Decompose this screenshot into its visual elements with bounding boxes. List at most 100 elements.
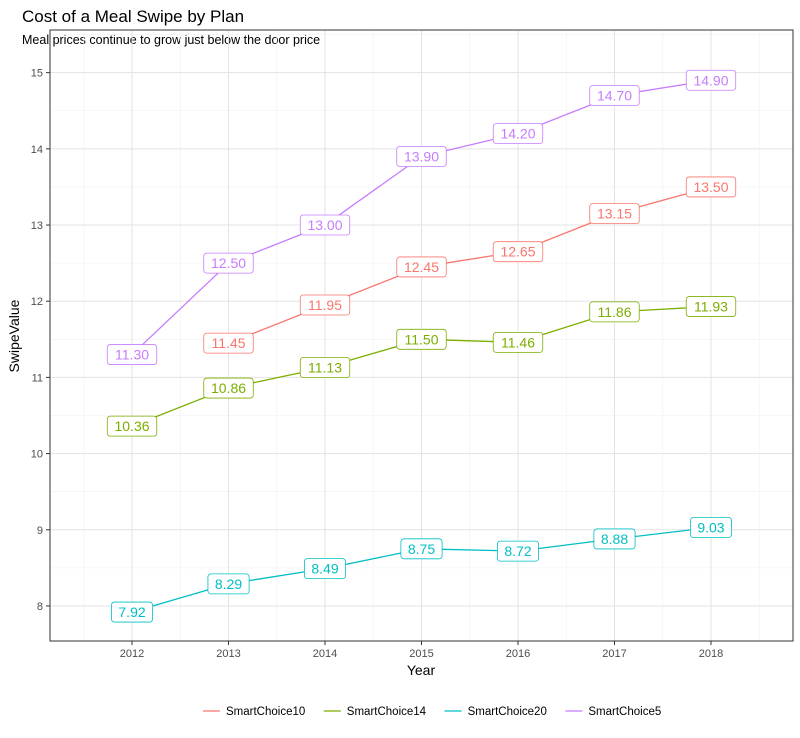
data-label-box <box>106 415 158 437</box>
data-label-box <box>207 573 250 595</box>
data-label-box <box>492 331 544 353</box>
data-label: 7.92 <box>111 601 154 623</box>
data-label: 8.75 <box>400 538 443 560</box>
data-label: 11.45 <box>203 332 254 354</box>
data-label: 11.93 <box>685 296 737 317</box>
x-axis-label: Year <box>407 662 436 678</box>
data-label: 9.03 <box>689 517 732 538</box>
data-label: 13.90 <box>396 146 447 167</box>
legend-item-smartchoice20: SmartChoice20 <box>444 706 547 718</box>
y-tick-label: 10 <box>31 449 43 461</box>
data-label-text: 12.50 <box>211 255 246 271</box>
y-tick-label: 11 <box>32 372 43 384</box>
data-label-text: 14.20 <box>500 126 535 142</box>
data-label-text: 12.65 <box>500 244 535 260</box>
data-label: 8.49 <box>304 558 347 580</box>
data-label-text: 10.36 <box>114 418 149 434</box>
data-label-text: 11.95 <box>308 297 342 313</box>
data-label-text: 8.29 <box>215 576 242 592</box>
data-label-box <box>589 301 640 323</box>
data-label-box <box>396 328 447 350</box>
data-label-text: 10.86 <box>211 380 246 396</box>
data-label-box <box>299 214 351 236</box>
y-tick-label: 15 <box>31 68 43 80</box>
data-label: 13.50 <box>685 176 737 198</box>
data-label-box <box>400 538 443 560</box>
data-label-box <box>685 296 737 317</box>
y-tick-label: 14 <box>31 144 43 156</box>
data-label-text: 13.15 <box>597 206 632 222</box>
data-label-text: 8.75 <box>408 541 435 557</box>
data-label-text: 11.86 <box>597 304 631 320</box>
data-label-box <box>396 146 447 167</box>
data-label-box <box>203 332 254 354</box>
chart-subtitle: Meal prices continue to grow just below … <box>22 33 320 47</box>
y-axis-label: SwipeValue <box>6 299 22 372</box>
data-label-box <box>299 294 351 316</box>
x-tick-label: 2016 <box>506 648 530 660</box>
data-label-box <box>492 241 544 263</box>
data-label-text: 7.92 <box>118 604 145 620</box>
data-label-box <box>593 528 636 550</box>
data-label-box <box>685 69 737 91</box>
data-label-text: 14.70 <box>597 88 632 104</box>
data-label: 14.70 <box>589 85 640 106</box>
data-label-text: 11.30 <box>115 347 149 363</box>
data-label: 11.86 <box>589 301 640 323</box>
legend-item-smartchoice10: SmartChoice10 <box>203 706 305 718</box>
data-label-text: 8.88 <box>601 531 628 547</box>
plot-panel-border <box>49 29 794 642</box>
data-label-box <box>203 377 254 399</box>
data-label: 10.36 <box>106 415 158 437</box>
x-tick-label: 2015 <box>409 648 433 660</box>
data-label: 11.50 <box>396 328 447 350</box>
data-label-text: 13.90 <box>404 148 439 164</box>
data-label-box <box>106 344 158 365</box>
legend-label: SmartChoice10 <box>226 706 305 718</box>
y-tick-label: 8 <box>37 601 43 613</box>
chart-title: Cost of a Meal Swipe by Plan <box>22 7 244 26</box>
y-tick-label: 13 <box>31 220 43 232</box>
data-label: 11.46 <box>492 331 544 353</box>
data-label-text: 11.46 <box>501 334 535 350</box>
data-label-box <box>689 517 732 538</box>
data-label: 12.65 <box>492 241 544 263</box>
data-label-text: 13.00 <box>307 217 342 233</box>
data-label: 8.72 <box>496 540 539 562</box>
x-tick-label: 2017 <box>602 648 626 660</box>
legend-item-smartchoice14: SmartChoice14 <box>323 706 427 718</box>
data-label-box <box>589 85 640 106</box>
data-label-box <box>492 123 544 145</box>
data-label-text: 8.49 <box>311 561 338 577</box>
data-label-text: 11.45 <box>212 335 246 351</box>
legend-label: SmartChoice5 <box>588 706 661 718</box>
data-label: 13.00 <box>299 214 351 236</box>
x-tick-label: 2018 <box>699 648 723 660</box>
x-tick-label: 2014 <box>313 648 337 660</box>
data-label-text: 12.45 <box>404 259 439 275</box>
y-tick-label: 12 <box>31 296 43 308</box>
data-label-text: 11.13 <box>308 359 342 375</box>
y-tick-label: 9 <box>37 525 43 537</box>
x-tick-label: 2012 <box>120 648 144 660</box>
legend-label: SmartChoice20 <box>468 706 547 718</box>
data-label-box <box>203 252 254 274</box>
x-tick-label: 2013 <box>216 648 240 660</box>
data-label-text: 8.72 <box>504 543 531 559</box>
data-label-box <box>496 540 539 562</box>
data-label: 12.45 <box>396 256 447 278</box>
data-label-text: 14.90 <box>693 72 728 88</box>
data-label: 8.29 <box>207 573 250 595</box>
data-label-box <box>304 558 347 580</box>
data-label-text: 13.50 <box>693 179 728 195</box>
data-label: 14.20 <box>492 123 544 145</box>
data-label-box <box>299 357 351 378</box>
data-label: 10.86 <box>203 377 254 399</box>
data-label: 12.50 <box>203 252 254 274</box>
data-label: 11.13 <box>299 357 351 378</box>
data-label-text: 11.93 <box>694 299 728 315</box>
legend-item-smartchoice5: SmartChoice5 <box>565 706 661 718</box>
legend-label: SmartChoice14 <box>347 706 427 718</box>
